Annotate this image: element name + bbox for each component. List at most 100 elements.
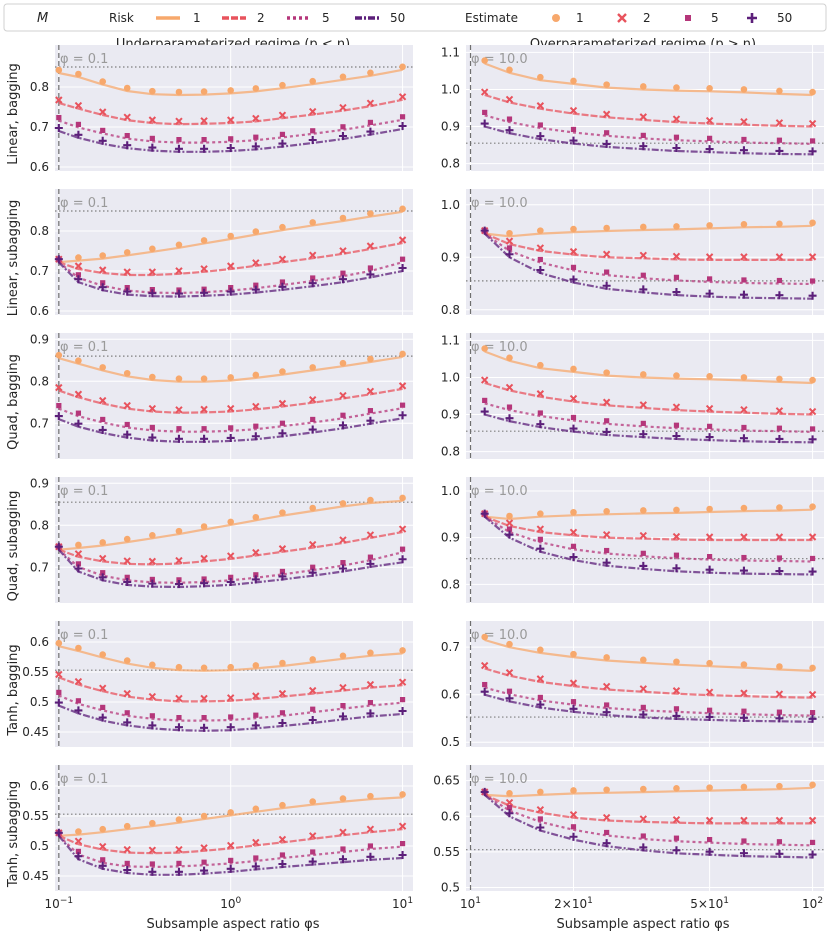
estimate-point-m-1 [740,221,748,228]
estimate-point-m-50 [54,412,63,421]
estimate-point-m-1 [75,828,82,835]
estimate-point-m-1 [123,822,131,830]
estimate-point-m-50 [672,431,681,440]
estimate-point-m-2 [200,117,208,125]
estimate-point-m-5 [367,119,374,125]
estimate-point-m-2 [98,842,107,851]
estimate-point-m-50 [569,136,578,145]
estimate-point-m-50 [739,849,748,858]
estimate-point-m-2 [536,244,545,252]
estimate-point-m-50 [398,264,407,272]
estimate-point-m-1 [175,663,183,671]
estimate-point-m-50 [398,411,407,420]
estimate-point-m-50 [278,139,287,148]
estimate-point-m-5 [399,114,406,120]
estimate-point-m-1 [809,219,816,227]
estimate-point-m-5 [570,699,577,705]
estimate-point-m-1 [75,357,82,364]
estimate-point-m-1 [279,223,286,231]
estimate-point-m-2 [505,668,514,677]
estimate-point-m-1 [399,791,406,798]
estimate-point-m-5 [506,526,513,532]
estimate-point-m-1 [640,656,647,664]
phi-annotation: φ = 10.0 [471,772,528,787]
estimate-point-m-50 [808,567,817,576]
y-tick-label: 0.9 [30,476,49,490]
estimate-point-m-50 [278,429,287,438]
estimate-point-m-2 [569,247,578,256]
legend-est-marker-2 [617,13,627,23]
estimate-point-m-50 [505,414,514,423]
y-tick-label: 0.5 [441,880,460,894]
estimate-point-m-1 [279,81,286,89]
risk-line-m-1 [58,68,403,97]
estimate-point-m-2 [252,259,260,267]
estimate-point-m-5 [604,269,610,275]
estimate-point-m-5 [124,710,130,716]
estimate-point-m-2 [148,692,157,701]
estimate-point-m-50 [174,289,183,298]
estimate-point-m-1 [55,66,63,74]
estimate-point-m-1 [200,375,208,383]
estimate-point-m-1 [506,790,513,797]
estimate-point-m-1 [570,508,577,516]
estimate-point-m-5 [776,137,783,143]
estimate-point-m-5 [279,568,286,575]
estimate-point-m-5 [56,115,62,121]
estimate-point-m-50 [639,142,648,151]
estimate-point-m-5 [340,412,346,418]
estimate-point-m-50 [98,713,107,722]
estimate-point-m-2 [505,798,514,807]
y-tick-label: 0.5 [30,695,49,709]
estimate-point-m-2 [639,531,648,540]
estimate-point-m-1 [75,254,82,261]
estimate-point-m-1 [309,504,317,512]
y-tick-label: 0.9 [30,332,49,346]
estimate-point-m-50 [174,867,183,876]
estimate-point-m-50 [639,285,648,294]
estimate-point-m-1 [99,539,107,546]
estimate-point-m-1 [75,70,82,78]
estimate-point-m-1 [673,785,680,792]
estimate-point-m-2 [536,805,545,814]
risk-line-m-2 [484,381,813,416]
estimate-point-m-5 [176,577,182,583]
estimate-point-m-50 [672,564,681,573]
estimate-point-m-2 [175,556,183,565]
estimate-point-m-5 [673,706,680,712]
estimate-point-m-50 [505,530,514,539]
estimate-point-m-1 [740,86,748,93]
estimate-point-m-5 [741,708,747,714]
estimate-point-m-50 [174,580,183,589]
estimate-point-m-50 [226,577,235,586]
estimate-point-m-5 [201,715,207,721]
legend-est-marker-1 [552,14,560,22]
estimate-point-m-1 [506,66,513,74]
estimate-point-m-50 [74,419,83,428]
estimate-point-m-2 [55,383,63,392]
estimate-point-m-50 [775,714,784,723]
estimate-point-m-5 [279,710,286,716]
y-tick-label: 1.0 [441,198,460,212]
estimate-point-m-1 [776,782,783,790]
estimate-point-m-50 [338,855,347,864]
estimate-point-m-2 [175,845,183,854]
estimate-point-m-1 [175,816,183,823]
estimate-point-m-2 [226,116,235,124]
estimate-point-m-50 [74,564,83,573]
legend-risk-label-50: 50 [390,11,405,25]
estimate-point-m-5 [201,426,207,432]
estimate-point-m-1 [55,639,63,647]
estimate-point-m-5 [75,410,82,416]
risk-line-m-2 [58,828,403,855]
estimate-point-m-2 [278,111,287,119]
estimate-point-m-2 [123,689,131,698]
estimate-point-m-2 [480,661,489,670]
estimate-point-m-2 [536,675,545,683]
estimate-point-m-50 [480,687,489,696]
estimate-point-m-5 [707,554,713,560]
estimate-point-m-1 [367,355,374,363]
estimate-point-m-1 [279,509,286,516]
estimate-point-m-1 [75,644,82,652]
risk-line-m-2 [484,515,813,542]
